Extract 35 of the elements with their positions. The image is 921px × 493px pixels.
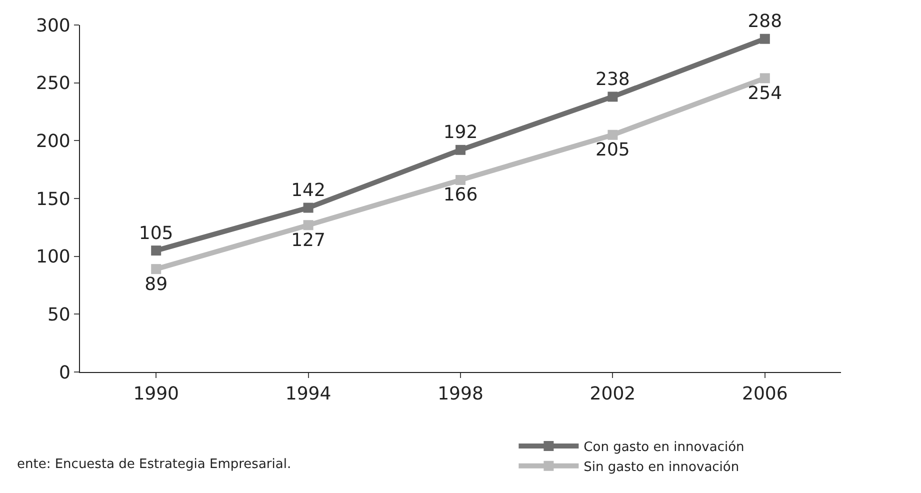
y-tick-label: 100 [36,246,70,268]
data-label: 142 [291,180,326,201]
point [151,264,162,274]
x-tick-label: 2002 [590,384,636,405]
point [608,92,618,102]
point [760,73,770,84]
y-tick-label: 0 [58,362,70,384]
point [608,130,618,140]
point [303,202,314,213]
y-tick-label: 300 [36,15,70,36]
legend-label: Sin gasto en innovación [584,460,740,475]
point [303,220,314,230]
data-label: 166 [443,184,478,206]
point [151,246,162,256]
y-tick-label: 200 [36,130,70,152]
x-tick-label: 1998 [438,384,484,405]
data-label: 127 [291,230,326,251]
text: ente: Encuesta de Estrategia Empresarial. [17,457,292,472]
x-tick-label: 1994 [285,384,332,405]
y-tick-label: 250 [36,73,70,94]
y-tick-label: 150 [36,188,70,210]
x-tick-label: 2006 [742,384,788,405]
y-tick-label: 50 [47,304,70,326]
point [760,34,770,44]
point [456,144,466,155]
data-label: 238 [596,68,630,90]
data-label: 192 [443,122,478,144]
data-label: 254 [748,82,782,104]
data-label: 205 [596,140,630,161]
x-tick-label: 1990 [133,384,180,405]
data-label: 288 [748,11,782,32]
data-label: 105 [138,222,174,244]
legend-label: Con gasto en innovación [584,440,744,456]
point [456,174,466,185]
data-label: 89 [144,274,168,295]
